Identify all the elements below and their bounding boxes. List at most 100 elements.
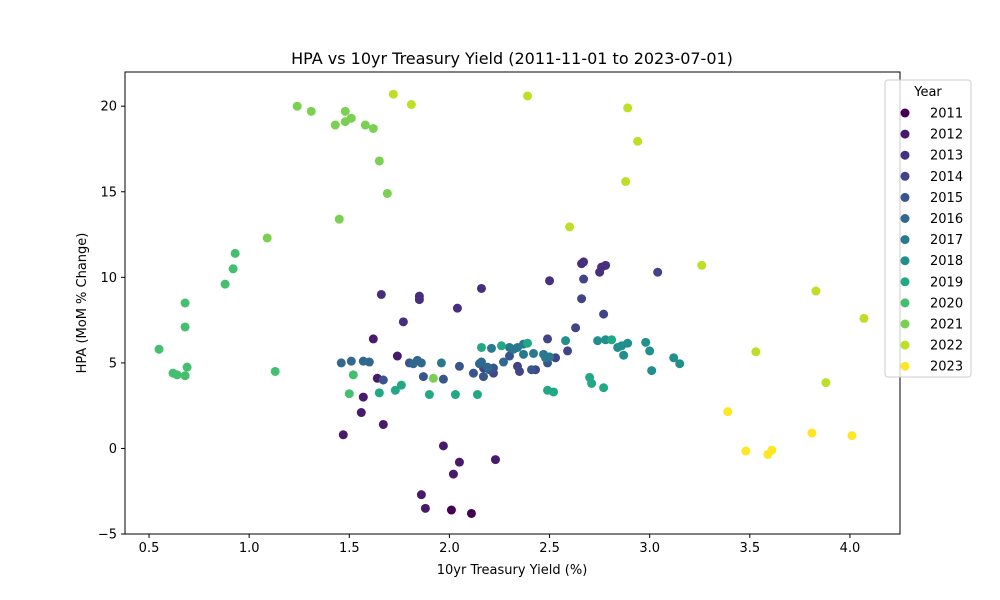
legend-item-2011: 2011: [900, 107, 963, 122]
legend-marker: [900, 277, 910, 287]
legend-marker: [900, 298, 910, 308]
point-2012-12: [358, 392, 368, 402]
point-2015-3: [468, 368, 478, 378]
point-2020-8: [180, 298, 190, 308]
point-2022-0: [388, 89, 398, 99]
point-2014-6: [543, 334, 553, 344]
point-2019-3: [476, 342, 486, 352]
legend-item-2019: 2019: [900, 275, 963, 290]
x-tick-label: 1.5: [339, 541, 360, 556]
y-tick-label: 10: [100, 271, 117, 286]
point-2015-6: [504, 351, 514, 361]
point-2019-14: [374, 388, 384, 398]
point-2020-12: [270, 366, 280, 376]
point-2018-6: [669, 353, 679, 363]
point-2016-10: [498, 357, 508, 367]
point-2012-1: [448, 469, 458, 479]
point-2023-3: [763, 449, 773, 459]
legend-label: 2012: [930, 128, 963, 143]
legend-label: 2020: [930, 296, 963, 311]
legend-marker: [900, 256, 910, 266]
legend-label: 2015: [930, 191, 963, 206]
point-2020-10: [228, 264, 238, 274]
point-2019-2: [599, 383, 609, 393]
point-2015-7: [527, 365, 537, 375]
point-2014-1: [577, 294, 587, 304]
point-2016-9: [482, 362, 492, 372]
point-2011-1: [446, 505, 456, 515]
point-2019-10: [450, 390, 460, 400]
legend-item-2014: 2014: [900, 170, 963, 185]
x-axis-label: 10yr Treasury Yield (%): [437, 563, 588, 578]
legend-item-2017: 2017: [900, 233, 963, 248]
point-2014-9: [515, 366, 525, 376]
point-2018-7: [675, 359, 685, 369]
point-2021-11: [292, 101, 302, 111]
point-2018-3: [619, 350, 629, 360]
point-2012-6: [338, 430, 348, 440]
y-axis: −5 0 5 10 15 20: [98, 100, 125, 543]
legend-marker: [900, 129, 910, 139]
point-2018-10: [593, 336, 603, 346]
point-2023-0: [723, 407, 733, 417]
x-tick-label: 3.0: [639, 541, 660, 556]
point-2021-9: [340, 106, 350, 116]
point-2017-0: [436, 358, 446, 368]
point-2020-1: [348, 370, 358, 380]
legend-item-2020: 2020: [900, 296, 963, 311]
legend-item-2023: 2023: [900, 360, 963, 375]
point-2020-0: [344, 389, 354, 399]
point-2017-10: [486, 343, 496, 353]
legend-label: 2019: [930, 275, 963, 290]
y-axis-label: HPA (MoM % Change): [75, 233, 90, 374]
point-2022-1: [406, 100, 416, 110]
point-2016-1: [346, 356, 356, 366]
legend-marker: [900, 361, 910, 371]
point-2014-5: [563, 346, 573, 356]
point-2018-8: [647, 366, 657, 376]
legend-title: Year: [913, 85, 942, 100]
y-tick-label: −5: [98, 528, 117, 543]
point-2013-4: [398, 317, 408, 327]
legend-marker: [900, 340, 910, 350]
point-2015-1: [438, 374, 448, 384]
point-2018-5: [645, 346, 655, 356]
point-2016-0: [336, 358, 346, 368]
point-2014-0: [579, 274, 589, 284]
legend-marker: [900, 108, 910, 118]
plot-area: [154, 89, 869, 518]
y-tick-label: 0: [109, 442, 117, 457]
point-2014-12: [653, 267, 663, 277]
point-2019-6: [607, 335, 617, 345]
legend-marker: [900, 235, 910, 245]
point-2012-8: [378, 419, 388, 429]
x-tick-label: 4.0: [840, 541, 861, 556]
legend-label: 2016: [930, 212, 963, 227]
point-2019-9: [472, 390, 482, 400]
point-2015-0: [418, 372, 428, 382]
point-2019-11: [424, 390, 434, 400]
point-2021-10: [306, 106, 316, 116]
point-2013-6: [545, 276, 555, 286]
legend-item-2015: 2015: [900, 191, 963, 206]
point-2019-4: [496, 341, 506, 351]
point-2013-11: [601, 260, 611, 270]
point-2018-9: [623, 338, 633, 348]
point-2015-4: [478, 372, 488, 382]
point-2013-1: [452, 303, 462, 313]
point-2018-2: [613, 342, 623, 352]
point-2018-4: [641, 337, 651, 347]
x-tick-label: 3.5: [739, 541, 760, 556]
point-2021-5: [360, 120, 370, 130]
legend-marker: [900, 319, 910, 329]
point-2020-6: [182, 362, 192, 372]
point-2021-4: [346, 113, 356, 123]
point-2017-8: [519, 349, 529, 359]
x-axis: 0.5 1.0 1.5 2.0 2.5 3.0 3.5 4.0: [139, 534, 861, 556]
point-2020-9: [220, 279, 230, 289]
legend-label: 2022: [930, 339, 963, 354]
legend-label: 2023: [930, 360, 963, 375]
point-2022-11: [821, 378, 831, 388]
legend-marker: [900, 150, 910, 160]
